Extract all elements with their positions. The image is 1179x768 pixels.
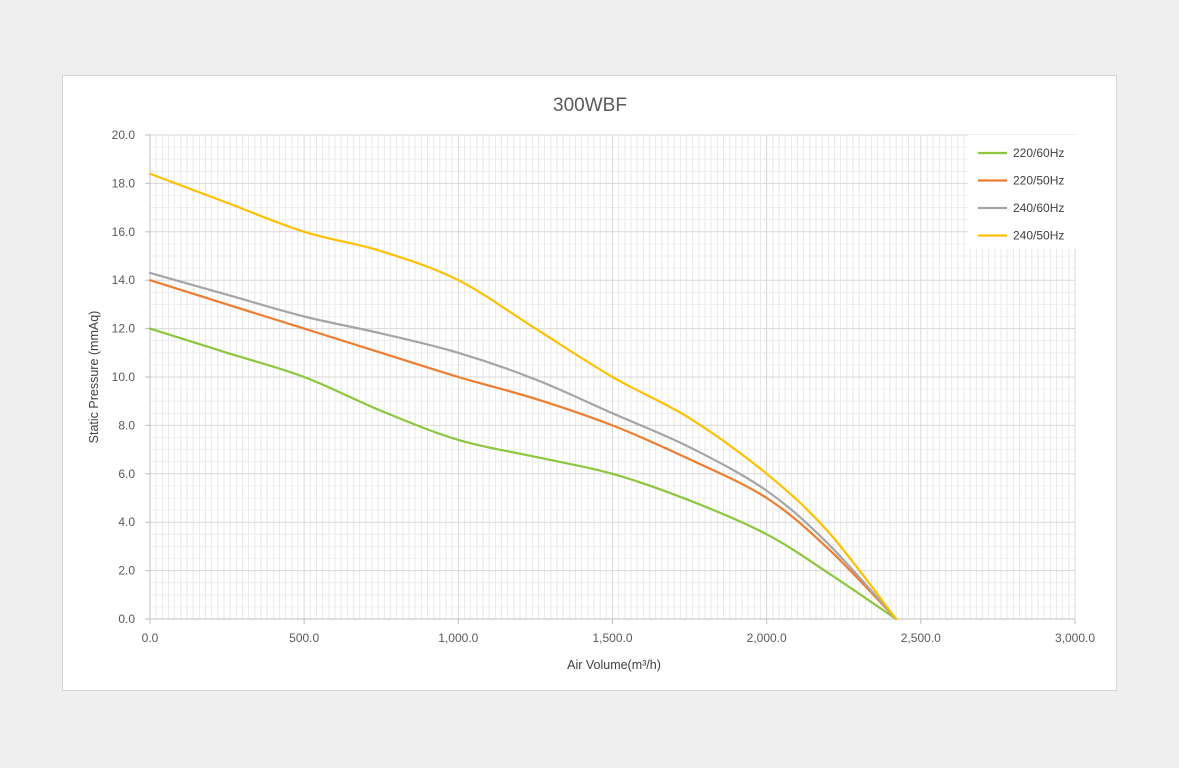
y-tick-label: 8.0 xyxy=(118,418,135,432)
y-tick-label: 16.0 xyxy=(112,225,136,239)
x-tick-label: 0.0 xyxy=(142,631,159,645)
series-line-240-60hz xyxy=(148,271,898,621)
y-tick-label: 2.0 xyxy=(118,564,135,578)
x-tick-label: 1,000.0 xyxy=(438,631,478,645)
y-tick-label: 10.0 xyxy=(112,370,136,384)
x-tick-label: 1,500.0 xyxy=(592,631,632,645)
y-tick-label: 0.0 xyxy=(118,612,135,626)
legend-label: 220/60Hz xyxy=(1013,146,1064,160)
y-tick-label: 18.0 xyxy=(112,176,136,190)
legend-label: 240/60Hz xyxy=(1013,201,1064,215)
legend-label: 220/50Hz xyxy=(1013,174,1064,188)
y-tick-label: 14.0 xyxy=(112,273,136,287)
y-tick-label: 4.0 xyxy=(118,515,135,529)
x-tick-label: 3,000.0 xyxy=(1055,631,1095,645)
series-line-220-50hz xyxy=(148,279,898,621)
y-tick-label: 20.0 xyxy=(112,128,136,142)
series-lines xyxy=(148,172,898,621)
x-tick-label: 2,500.0 xyxy=(901,631,941,645)
series-line-240-50hz xyxy=(148,172,898,621)
series-line-220-60hz xyxy=(148,327,898,621)
chart-title: 300WBF xyxy=(553,95,627,116)
chart-svg: 300WBF 0.0 2.0 4.0 6.0 8.0 10.0 12.0 14.0 16.0 18… xyxy=(87,95,1096,672)
x-tick-label: 2,000.0 xyxy=(747,631,787,645)
y-tick-label: 12.0 xyxy=(112,322,136,336)
legend: 220/60Hz 220/50Hz 240/60Hz 240/50Hz xyxy=(968,135,1077,249)
y-tick-label: 6.0 xyxy=(118,467,135,481)
axes: 0.0 2.0 4.0 6.0 8.0 10.0 12.0 14.0 16.0 18.0 20.0 0… xyxy=(112,128,1096,645)
x-tick-label: 500.0 xyxy=(289,631,319,645)
chart-card: 300WBF 0.0 2.0 4.0 6.0 8.0 10.0 12.0 14.0 16.0 18… xyxy=(62,75,1117,691)
x-axis-label: Air Volume(m³/h) xyxy=(567,658,661,672)
y-axis-label: Static Pressure (mmAq) xyxy=(87,311,101,444)
legend-label: 240/50Hz xyxy=(1013,229,1064,243)
